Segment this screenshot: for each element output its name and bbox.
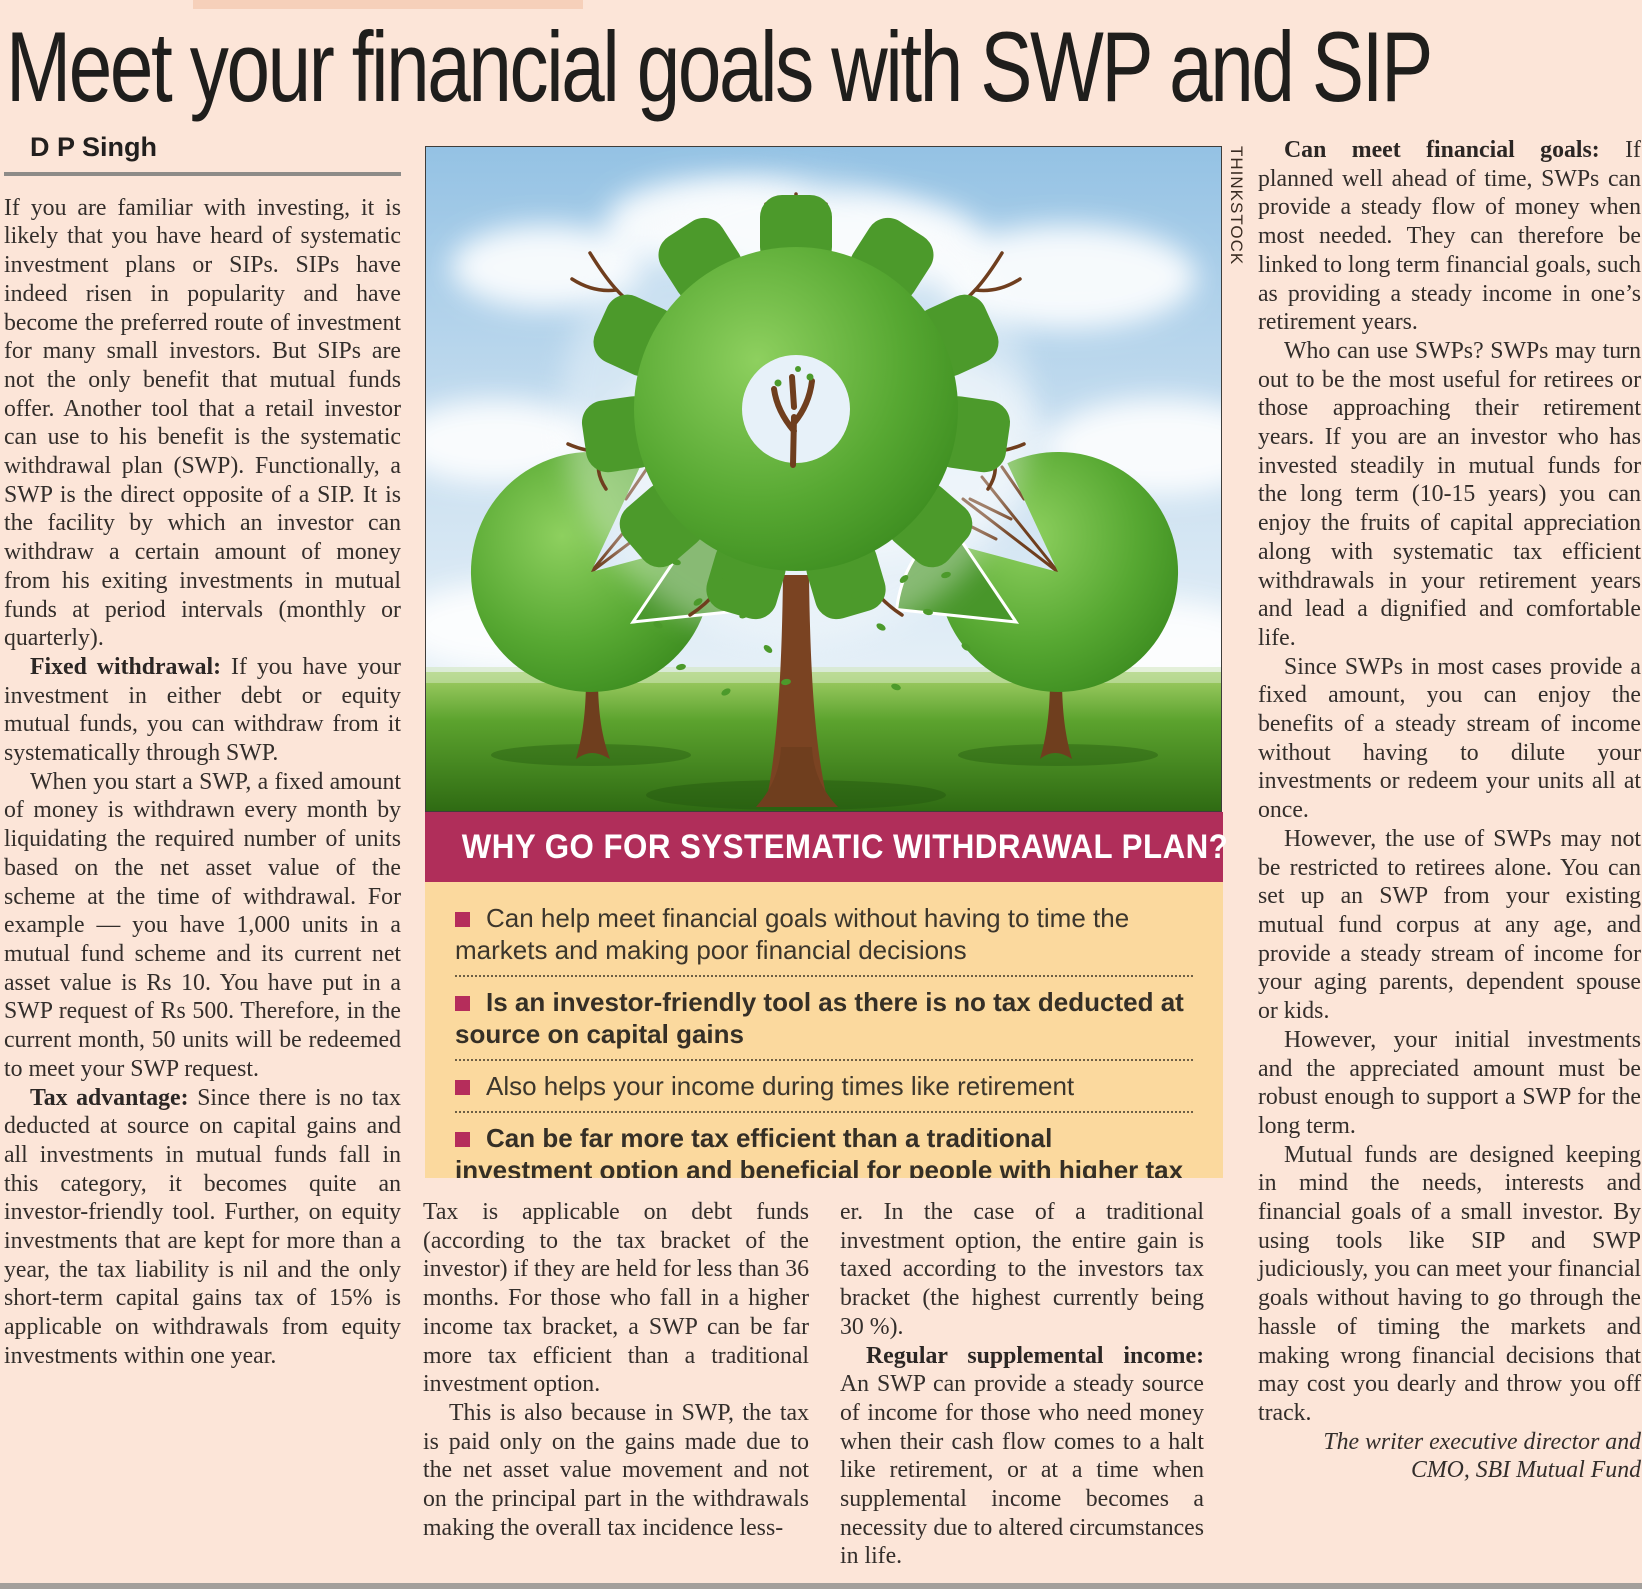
body-paragraph: Tax is applicable on debt funds (accordi… — [423, 1199, 809, 1398]
body-paragraph: However, your initial investments and th… — [1258, 1026, 1641, 1139]
runin-heading: Can meet financial goals: — [1284, 137, 1600, 163]
body-paragraph: If you are familiar with investing, it i… — [4, 194, 401, 652]
page-title: Meet your financial goals with SWP and S… — [6, 8, 1642, 132]
runin-heading: Regular supplemental income: — [866, 1342, 1204, 1369]
writer-credit: The writer executive director and CMO, S… — [1323, 1428, 1641, 1484]
infobox: Can help meet financial goals without ha… — [425, 882, 1223, 1178]
bullet-square-icon — [455, 1132, 470, 1147]
list-item: Is an investor-friendly tool as there is… — [455, 975, 1193, 1050]
headline-text: Meet your financial goals with SWP and S… — [6, 11, 1433, 122]
byline-rule — [4, 171, 401, 176]
body-paragraph: Who can use SWPs? SWPs may turn out to b… — [1258, 337, 1641, 651]
bullet-square-icon — [455, 1080, 470, 1095]
body-paragraph: When you start a SWP, a fixed amount of … — [4, 768, 401, 1082]
right-column: Can meet financial goals: If planned wel… — [1258, 136, 1641, 1485]
body-paragraph: Tax advantage: Since there is no tax ded… — [4, 1084, 402, 1369]
body-paragraph: Since SWPs in most cases provide a fixed… — [1258, 653, 1641, 824]
runin-heading: Tax advantage: — [30, 1084, 189, 1111]
article-photo — [425, 146, 1222, 812]
list-item: Also helps your income during times like… — [455, 1059, 1193, 1102]
body-paragraph: Regular supplemental income: An SWP can … — [840, 1342, 1204, 1570]
infobox-title: WHY GO FOR SYSTEMATIC WITHDRAWAL PLAN? — [461, 827, 1229, 866]
infobox-list: Can help meet financial goals without ha… — [455, 902, 1193, 1178]
list-item: Can be far more tax efficient than a tra… — [455, 1111, 1193, 1178]
infobox-banner: WHY GO FOR SYSTEMATIC WITHDRAWAL PLAN? — [425, 812, 1228, 882]
middle-column-1: Tax is applicable on debt funds (accordi… — [423, 1198, 809, 1542]
middle-column-2: er. In the case of a traditional investm… — [840, 1198, 1204, 1571]
falling-leaves — [653, 558, 971, 696]
gear-tree-illustration — [426, 147, 1221, 811]
body-paragraph: Mutual funds are designed keeping in min… — [1258, 1141, 1641, 1426]
bullet-square-icon — [455, 912, 470, 927]
body-paragraph: er. In the case of a traditional investm… — [840, 1199, 1204, 1340]
body-paragraph: Fixed withdrawal: If you have your inves… — [4, 653, 401, 767]
body-paragraph: This is also because in SWP, the tax is … — [423, 1399, 809, 1541]
runin-heading: Fixed withdrawal: — [30, 653, 222, 680]
bullet-square-icon — [455, 996, 470, 1011]
bottom-rule — [0, 1583, 1642, 1589]
byline: D P Singh — [30, 132, 158, 162]
list-item: Can help meet financial goals without ha… — [455, 903, 1130, 965]
left-column: D P Singh If you are familiar with inves… — [4, 133, 401, 1371]
body-paragraph: However, the use of SWPs may not be rest… — [1258, 825, 1641, 1025]
body-paragraph: Can meet financial goals: If planned wel… — [1258, 137, 1641, 336]
photo-credit: THINKSTOCK — [1227, 146, 1246, 266]
gear-tree — [561, 174, 1031, 807]
top-edge-strip — [193, 0, 583, 9]
